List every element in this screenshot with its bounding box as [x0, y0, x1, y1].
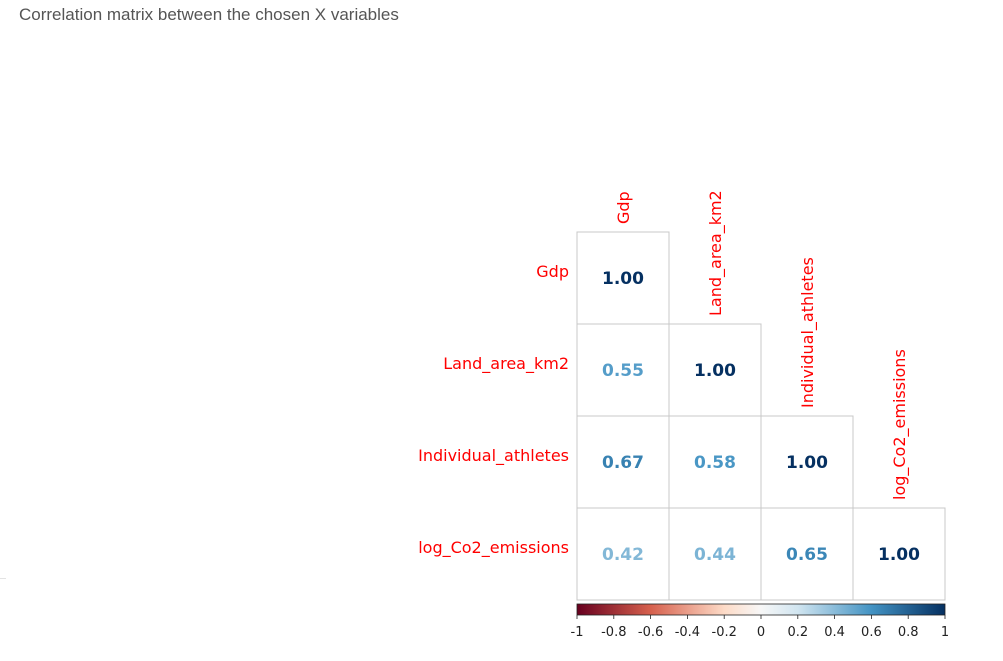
divider — [0, 578, 6, 579]
matrix-cell — [668, 507, 762, 601]
column-label: log_Co2_emissions — [890, 349, 910, 500]
correlation-value: 1.00 — [878, 545, 920, 565]
matrix-cell — [576, 323, 670, 417]
column-label: Gdp — [614, 191, 633, 224]
row-label: Individual_athletes — [418, 446, 569, 466]
column-label: Land_area_km2 — [706, 190, 726, 316]
colorbar-gradient — [576, 603, 946, 616]
matrix-cell — [852, 507, 946, 601]
correlation-value: 1.00 — [602, 269, 644, 289]
correlation-value: 0.58 — [694, 453, 736, 473]
correlation-value: 0.55 — [602, 361, 644, 381]
colorbar-tick-label: 0.6 — [861, 625, 882, 640]
colorbar-tick-label: 0.2 — [787, 625, 808, 640]
correlation-value: 1.00 — [786, 453, 828, 473]
matrix-cells — [576, 231, 946, 601]
matrix-cell — [576, 231, 670, 325]
matrix-cell — [576, 507, 670, 601]
page-title: Correlation matrix between the chosen X … — [19, 5, 399, 24]
colorbar-tick-label: -0.6 — [638, 625, 663, 640]
correlation-value: 1.00 — [694, 361, 736, 381]
correlation-value: 0.44 — [694, 545, 736, 565]
colorbar-tick-label: -0.4 — [675, 625, 700, 640]
row-label: Land_area_km2 — [443, 354, 569, 374]
column-labels: Gdp Land_area_km2 Individual_athletes log_C… — [614, 190, 910, 500]
row-labels: Gdp Land_area_km2 Individual_athletes log_C… — [418, 262, 569, 558]
colorbar-tick-label: -0.2 — [712, 625, 737, 640]
correlation-value: 0.42 — [602, 545, 644, 565]
column-label: Individual_athletes — [798, 257, 818, 408]
colorbar: -1 -0.8 -0.6 -0.4 -0.2 0 0.2 0.4 0.6 0.8 1 — [571, 603, 949, 640]
colorbar-tick-label: 0.8 — [898, 625, 919, 640]
colorbar-tick-label: 1 — [941, 625, 949, 640]
colorbar-tick-label: 0.4 — [824, 625, 845, 640]
colorbar-tick-label: -1 — [571, 625, 584, 640]
matrix-values: 1.00 0.55 1.00 0.67 0.58 1.00 0.42 0.44 0.65 1.00 — [602, 269, 920, 565]
correlation-value: 0.65 — [786, 545, 828, 565]
correlation-value: 0.67 — [602, 453, 644, 473]
colorbar-tick-label: 0 — [757, 625, 765, 640]
row-label: Gdp — [536, 262, 569, 281]
matrix-cell — [760, 415, 854, 509]
matrix-cell — [668, 323, 762, 417]
matrix-cell — [576, 415, 670, 509]
matrix-cell — [760, 507, 854, 601]
row-label: log_Co2_emissions — [418, 538, 569, 558]
colorbar-tick-label: -0.8 — [601, 625, 626, 640]
